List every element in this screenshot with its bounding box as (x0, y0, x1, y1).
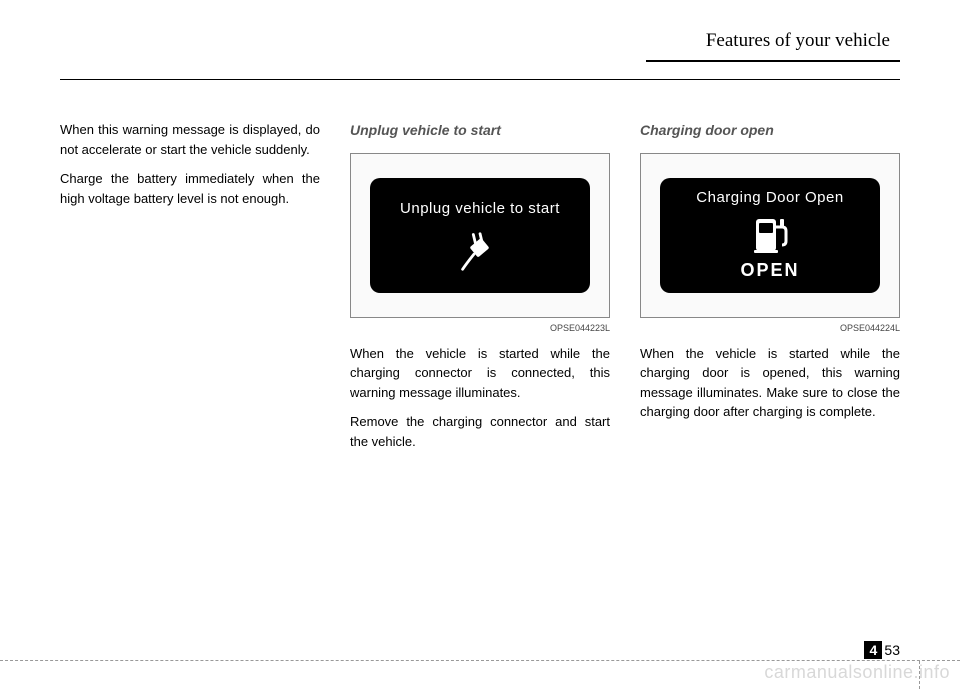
unplug-screen: Unplug vehicle to start (370, 178, 589, 292)
col3-image-box: Charging Door Open OPEN (640, 153, 900, 318)
page-header: Features of your vehicle (60, 30, 900, 80)
col2-image-box: Unplug vehicle to start (350, 153, 610, 318)
charging-door-screen-text: Charging Door Open (696, 187, 843, 210)
col2-image-code: OPSE044223L (350, 322, 610, 336)
col1-paragraph-2: Charge the battery immediately when the … (60, 169, 320, 208)
col3-image-code: OPSE044224L (640, 322, 900, 336)
column-3: Charging door open Charging Door Open OP… (640, 120, 900, 461)
charging-door-open-label: OPEN (740, 257, 799, 284)
page-number-value: 53 (884, 642, 900, 658)
plug-icon (457, 228, 502, 273)
col3-heading: Charging door open (640, 120, 900, 141)
dashed-border-h (0, 660, 960, 661)
column-1: When this warning message is displayed, … (60, 120, 320, 461)
page-number: 453 (864, 641, 900, 659)
col2-paragraph-1: When the vehicle is started while the ch… (350, 344, 610, 403)
col2-paragraph-2: Remove the charging connector and start … (350, 412, 610, 451)
col2-heading: Unplug vehicle to start (350, 120, 610, 141)
col3-paragraph-1: When the vehicle is started while the ch… (640, 344, 900, 422)
charging-door-screen: Charging Door Open OPEN (660, 178, 879, 292)
col1-paragraph-1: When this warning message is displayed, … (60, 120, 320, 159)
unplug-screen-text: Unplug vehicle to start (400, 198, 560, 221)
column-2: Unplug vehicle to start Unplug vehicle t… (350, 120, 610, 461)
watermark: carmanualsonline.info (764, 662, 950, 683)
section-title: Features of your vehicle (646, 30, 900, 62)
content-columns: When this warning message is displayed, … (60, 120, 900, 461)
chapter-number: 4 (864, 641, 882, 659)
fuel-pump-icon (746, 215, 794, 255)
